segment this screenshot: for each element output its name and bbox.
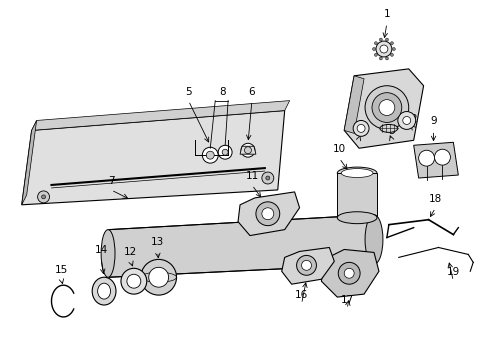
Circle shape	[265, 176, 269, 180]
Circle shape	[206, 151, 214, 159]
Text: 18: 18	[428, 194, 441, 204]
Ellipse shape	[98, 283, 110, 299]
Circle shape	[365, 86, 408, 129]
Polygon shape	[344, 69, 423, 148]
Polygon shape	[21, 111, 284, 205]
Circle shape	[262, 172, 273, 184]
Circle shape	[374, 42, 377, 45]
Text: 9: 9	[429, 116, 436, 126]
Text: 12: 12	[124, 247, 137, 257]
Text: 3: 3	[388, 126, 394, 136]
Circle shape	[344, 268, 353, 278]
Text: 16: 16	[294, 290, 307, 300]
Circle shape	[241, 143, 254, 157]
Polygon shape	[106, 215, 376, 277]
Polygon shape	[240, 146, 255, 154]
Circle shape	[434, 149, 449, 165]
Circle shape	[262, 208, 273, 220]
Circle shape	[379, 45, 387, 53]
Polygon shape	[337, 173, 376, 218]
Text: 14: 14	[94, 246, 107, 255]
Circle shape	[222, 149, 228, 155]
Ellipse shape	[337, 167, 376, 179]
Circle shape	[391, 48, 394, 50]
Text: 1: 1	[383, 9, 389, 19]
Circle shape	[374, 53, 377, 56]
Text: 19: 19	[446, 267, 459, 277]
Circle shape	[385, 38, 387, 41]
Circle shape	[379, 57, 382, 60]
Circle shape	[148, 267, 168, 287]
Circle shape	[379, 38, 382, 41]
Text: 10: 10	[332, 144, 345, 154]
Ellipse shape	[101, 230, 115, 277]
Circle shape	[356, 125, 365, 132]
Text: 15: 15	[55, 265, 68, 275]
Ellipse shape	[365, 215, 382, 264]
Circle shape	[127, 274, 141, 288]
Circle shape	[202, 147, 218, 163]
Circle shape	[372, 48, 375, 50]
Polygon shape	[281, 247, 334, 284]
Circle shape	[218, 145, 232, 159]
Circle shape	[255, 202, 279, 226]
Ellipse shape	[92, 277, 116, 305]
Ellipse shape	[341, 168, 372, 177]
Circle shape	[389, 53, 393, 56]
Circle shape	[338, 262, 359, 284]
Text: 2: 2	[409, 114, 416, 125]
Circle shape	[375, 41, 391, 57]
Text: 11: 11	[245, 171, 258, 181]
Text: 6: 6	[248, 87, 255, 96]
Circle shape	[378, 100, 394, 116]
Circle shape	[121, 268, 146, 294]
Circle shape	[301, 260, 311, 270]
Text: 5: 5	[185, 87, 191, 96]
Circle shape	[244, 147, 251, 154]
Circle shape	[418, 150, 434, 166]
Text: 13: 13	[151, 238, 164, 247]
Text: 4: 4	[355, 124, 362, 134]
Polygon shape	[344, 76, 364, 133]
Circle shape	[389, 42, 393, 45]
Text: 8: 8	[219, 87, 225, 96]
Circle shape	[296, 255, 316, 275]
Circle shape	[38, 191, 49, 203]
Polygon shape	[413, 142, 457, 178]
Text: 7: 7	[107, 176, 114, 186]
Circle shape	[141, 260, 176, 295]
Circle shape	[397, 112, 415, 129]
Ellipse shape	[337, 212, 376, 224]
Polygon shape	[321, 249, 378, 297]
Text: 17: 17	[340, 295, 353, 305]
Circle shape	[402, 117, 410, 125]
Polygon shape	[32, 100, 289, 130]
Circle shape	[385, 57, 387, 60]
Circle shape	[352, 121, 368, 136]
Circle shape	[371, 93, 401, 122]
Polygon shape	[238, 192, 299, 235]
Polygon shape	[21, 121, 37, 205]
Circle shape	[41, 195, 45, 199]
Ellipse shape	[379, 125, 397, 132]
